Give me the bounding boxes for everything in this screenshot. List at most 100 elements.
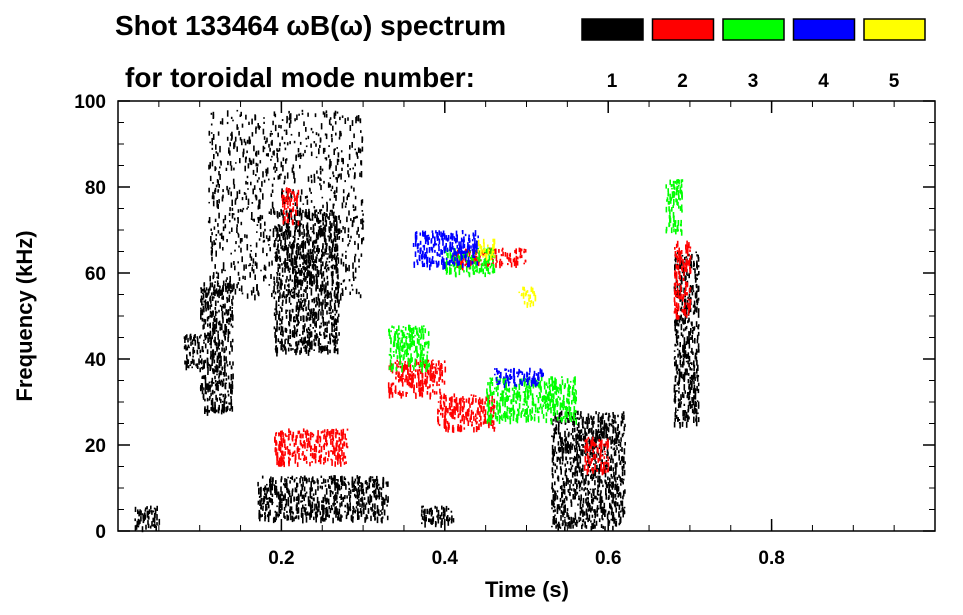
spectral-point	[377, 495, 379, 498]
spectral-point	[568, 420, 570, 423]
spectral-point	[441, 512, 443, 517]
spectral-point	[284, 515, 286, 520]
spectral-point	[308, 234, 310, 238]
spectral-point	[322, 261, 324, 267]
spectral-point	[386, 515, 389, 521]
spectral-point	[357, 243, 359, 250]
spectral-point	[281, 450, 284, 454]
spectral-point	[231, 338, 234, 343]
spectral-point	[584, 421, 587, 425]
spectral-point	[333, 449, 335, 455]
spectral-point	[301, 300, 304, 303]
spectral-point	[325, 508, 327, 514]
spectral-point	[587, 474, 590, 477]
spectral-point	[552, 494, 555, 500]
spectral-point	[421, 509, 423, 513]
spectral-point	[325, 488, 328, 495]
spectral-point	[309, 511, 312, 518]
spectral-point	[202, 293, 205, 299]
spectral-point	[234, 288, 237, 295]
spectral-point	[302, 325, 304, 330]
spectral-point	[270, 498, 272, 503]
spectral-point	[676, 310, 678, 316]
spectral-point	[684, 351, 687, 355]
spectral-point	[279, 318, 281, 322]
spectral-point	[612, 419, 614, 425]
spectral-point	[326, 201, 328, 204]
spectral-point	[281, 188, 283, 193]
spectral-point	[675, 337, 678, 343]
spectral-point	[409, 382, 412, 388]
spectral-point	[313, 240, 315, 244]
spectral-point	[321, 280, 324, 287]
spectral-point	[437, 519, 440, 524]
spectral-point	[318, 350, 320, 353]
spectral-point	[281, 333, 283, 336]
spectral-point	[199, 367, 201, 373]
spectral-point	[688, 253, 690, 257]
spectral-point	[285, 294, 288, 299]
spectral-point	[574, 471, 576, 476]
spectral-point	[359, 507, 362, 514]
spectral-point	[334, 344, 337, 347]
spectral-point	[308, 332, 311, 336]
spectral-point	[232, 213, 235, 216]
spectral-point	[357, 226, 359, 232]
spectral-point	[335, 319, 338, 326]
spectral-point	[235, 162, 237, 164]
spectral-point	[302, 153, 305, 157]
spectral-point	[187, 359, 190, 364]
spectral-point	[322, 229, 324, 234]
spectral-point	[623, 448, 626, 455]
spectral-point	[314, 259, 316, 263]
spectral-point	[278, 507, 280, 514]
spectral-point	[227, 189, 230, 195]
spectral-point	[286, 172, 289, 179]
spectral-point	[230, 341, 232, 348]
spectral-point	[234, 249, 236, 252]
spectral-point	[335, 492, 337, 497]
spectral-point	[606, 467, 608, 470]
spectral-point	[231, 213, 234, 219]
spectral-point	[603, 502, 606, 509]
spectral-point	[581, 480, 583, 484]
spectral-point	[417, 372, 420, 379]
spectral-point	[230, 313, 232, 318]
spectral-point	[323, 284, 325, 289]
spectral-point	[306, 312, 309, 316]
spectral-point	[605, 428, 607, 435]
spectral-point	[201, 300, 203, 306]
spectral-point	[297, 246, 300, 251]
spectral-point	[618, 474, 620, 478]
spectral-point	[339, 294, 342, 301]
spectral-point	[304, 266, 306, 273]
spectral-point	[566, 428, 568, 431]
spectral-point	[212, 200, 215, 207]
spectral-point	[316, 275, 318, 282]
spectral-point	[585, 432, 588, 435]
spectral-point	[309, 311, 312, 315]
spectral-point	[362, 224, 364, 230]
spectral-point	[213, 226, 216, 230]
spectral-point	[295, 155, 297, 161]
spectral-point	[301, 485, 303, 491]
spectral-point	[302, 235, 304, 239]
spectral-point	[279, 306, 282, 309]
spectral-point	[225, 406, 227, 413]
spectral-point	[199, 387, 202, 390]
spectral-point	[321, 272, 323, 279]
spectral-point	[346, 512, 349, 516]
spectral-point	[271, 189, 274, 193]
spectral-point	[354, 478, 357, 482]
spectral-point	[343, 461, 346, 465]
spectral-point	[316, 439, 319, 442]
spectral-point	[572, 458, 575, 464]
spectral-point	[693, 372, 695, 379]
spectral-point	[232, 284, 234, 291]
spectral-point	[261, 215, 264, 220]
spectral-point	[324, 484, 327, 487]
spectral-point	[304, 301, 306, 306]
spectral-point	[333, 294, 336, 297]
spectral-point	[570, 516, 572, 523]
spectral-point	[226, 110, 229, 117]
